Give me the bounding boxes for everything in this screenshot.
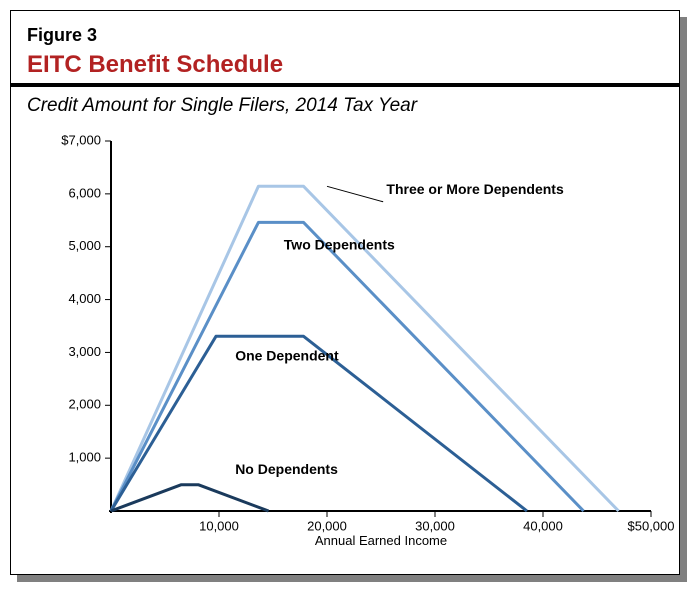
x-tick-label: 20,000: [307, 519, 347, 534]
x-tick-label: 10,000: [199, 519, 239, 534]
x-tick-label: 30,000: [415, 519, 455, 534]
panel-inner: Figure 3 EITC Benefit Schedule Credit Am…: [11, 11, 679, 574]
x-axis-title: Annual Earned Income: [315, 533, 447, 548]
x-tick-label: 40,000: [523, 519, 563, 534]
y-tick-label: 4,000: [68, 291, 101, 306]
series-line: [111, 222, 584, 511]
x-tick-label: $50,000: [628, 519, 675, 534]
series-line: [111, 186, 619, 511]
callout-line: [327, 186, 383, 201]
series-line: [111, 485, 269, 511]
figure-stage: Figure 3 EITC Benefit Schedule Credit Am…: [0, 0, 696, 591]
y-tick-label: 1,000: [68, 450, 101, 465]
y-tick-label: 2,000: [68, 397, 101, 412]
series-label: Two Dependents: [284, 236, 395, 252]
chart-svg: 1,000 2,000 3,000 4,000 5,000 6,000 $7,000 10,0…: [11, 11, 679, 574]
series-label: One Dependent: [235, 347, 339, 363]
y-tick-label: 5,000: [68, 238, 101, 253]
figure-panel: Figure 3 EITC Benefit Schedule Credit Am…: [10, 10, 680, 575]
series-label: Three or More Dependents: [386, 181, 564, 197]
y-tick-label: 6,000: [68, 185, 101, 200]
y-tick-label: $7,000: [61, 132, 101, 147]
y-tick-label: 3,000: [68, 344, 101, 359]
series-label: No Dependents: [235, 461, 338, 477]
